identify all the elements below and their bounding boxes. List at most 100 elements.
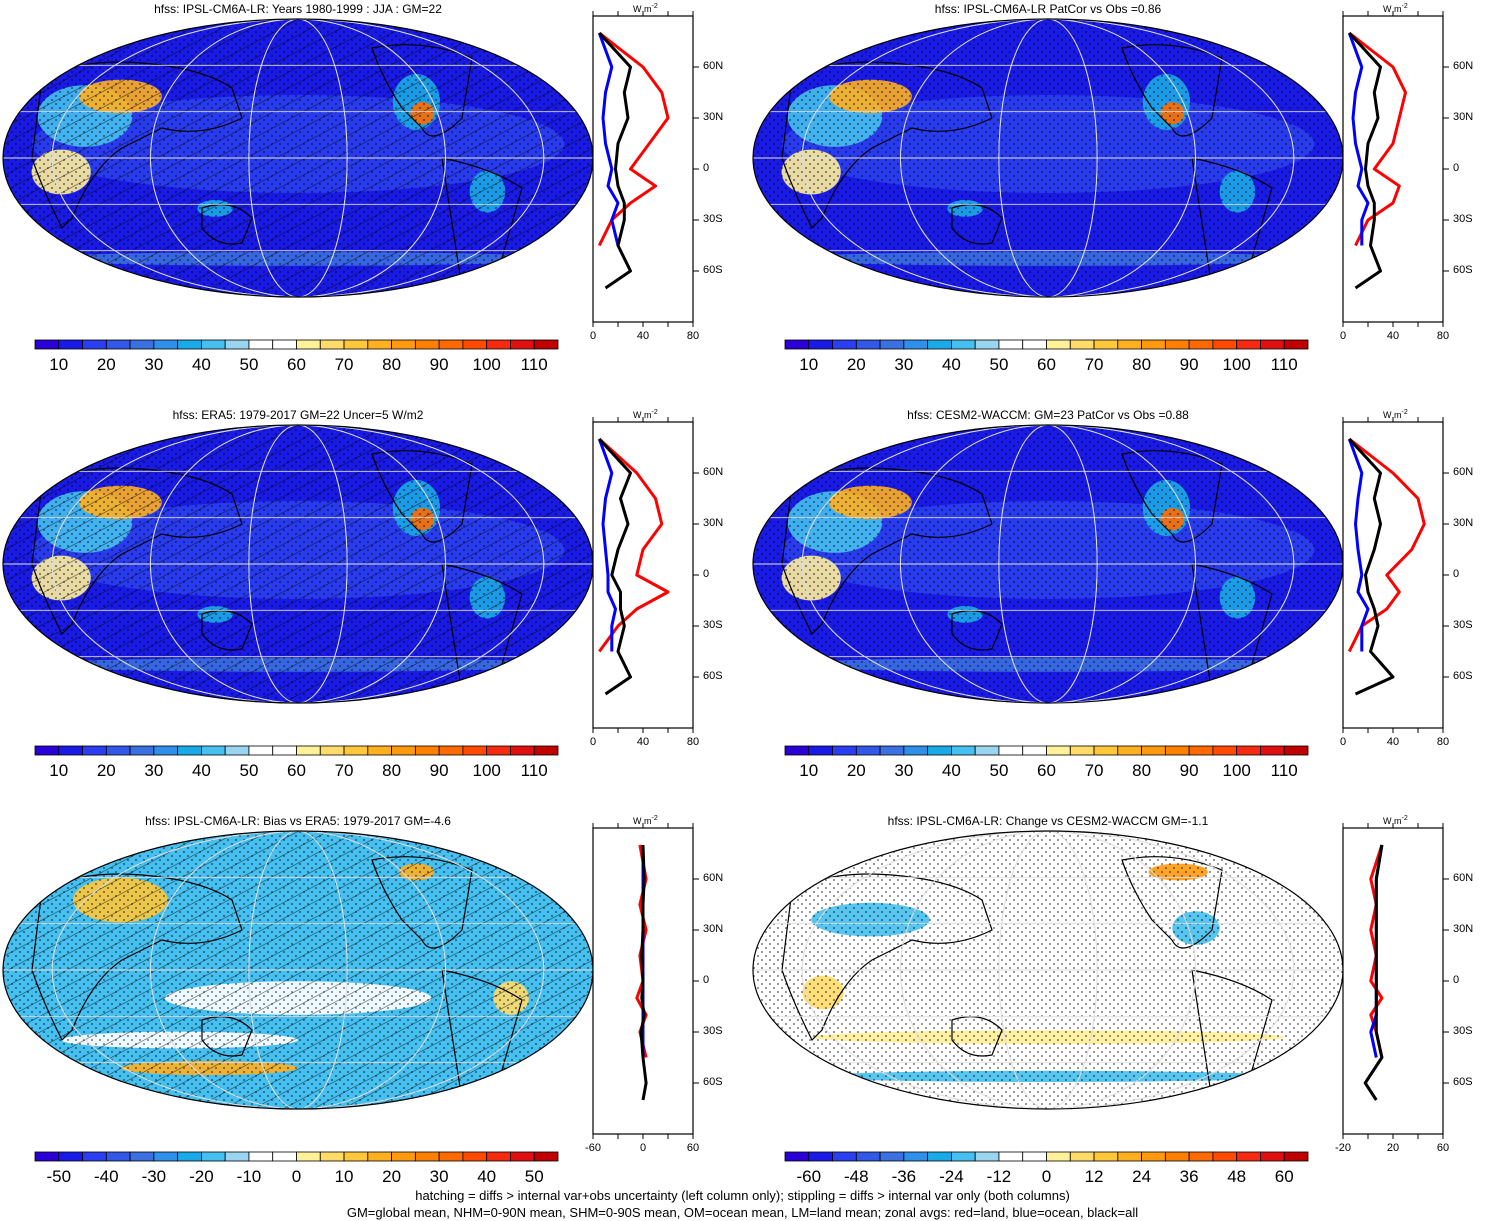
colorbar-swatch [58,339,83,350]
zonal-lat-label: 60N [1453,60,1474,72]
zonal-lat-label: 30N [1453,923,1474,935]
colorbar-swatch [224,1151,250,1162]
zonal-x-tick-label: 0 [589,736,597,748]
colorbar-swatch [533,339,559,350]
zonal-lat-label: 30S [703,1025,723,1037]
colorbar-label: -20 [189,1167,214,1186]
zonal-lat-label: 0 [703,568,710,580]
zonal-unit-label: W m-2 [633,3,658,14]
colorbar-label: 100 [472,355,501,374]
colorbar-swatch [903,745,929,756]
colorbar-swatch [974,1151,1000,1162]
colorbar-label: -30 [141,1167,167,1186]
colorbar-label: 30 [894,761,914,780]
colorbar-swatch [879,1151,905,1162]
colorbar-label: 90 [429,761,449,780]
colorbar-swatch [343,1151,369,1162]
colorbar-swatch [486,1151,511,1162]
colorbar-swatch [784,1151,810,1162]
colorbar-swatch [998,339,1024,350]
colorbar-swatch [462,745,488,756]
colorbar-label: 10 [799,761,819,780]
colorbar-swatch [855,1151,881,1162]
colorbar-swatch [462,1151,488,1162]
colorbar-swatch [414,745,440,756]
zonal-lat-label: 60S [703,670,723,682]
colorbar-swatch [1236,339,1261,350]
colorbar-label: 20 [96,355,116,374]
panel-1: hfss: IPSL-CM6A-LR: Years 1980-1999 : JJ… [0,0,745,400]
colorbar-label: 60 [287,761,306,780]
colorbar-label: 80 [1132,761,1152,780]
zonal-lat-label: 60S [703,264,723,276]
colorbar-swatch [1141,745,1166,756]
unit-exponent: -2 [1401,409,1408,416]
zonal-mean-plot [1342,11,1449,327]
panel-title: hfss: IPSL-CM6A-LR: Bias vs ERA5: 1979-2… [145,814,451,828]
colorbar-label: 50 [239,761,259,780]
colorbar-swatch [438,1151,464,1162]
colorbar-label: 70 [334,761,354,780]
colorbar-swatch [105,745,131,756]
panel-6: hfss: IPSL-CM6A-LR: Change vs CESM2-WACC… [750,812,1485,1212]
colorbar-swatch [1069,745,1095,756]
colorbar-swatch [201,1151,226,1162]
zonal-series-all [1348,31,1382,290]
zonal-lat-label: 0 [703,974,710,986]
colorbar-swatch [1212,745,1238,756]
colorbar-label: 110 [520,761,548,780]
zonal-lat-label: 0 [703,162,710,174]
colorbar-swatch [82,339,107,350]
zonal-unit-label: W m-2 [1383,3,1408,14]
colorbar-swatch [367,339,392,350]
colorbar-label: 40 [191,761,211,780]
colorbar-label: 10 [334,1167,354,1186]
zonal-mean-plot [592,11,699,327]
colorbar-swatch [1260,1151,1285,1162]
colorbar-label: 10 [49,355,69,374]
colorbar-swatch [1046,339,1071,350]
colorbar-label: -48 [844,1167,869,1186]
zonal-unit-label: W m-2 [1383,409,1408,420]
colorbar-swatch [1069,339,1095,350]
colorbar-swatch [177,339,202,350]
colorbar-label: -10 [236,1167,262,1186]
colorbar-label: -12 [986,1167,1012,1186]
zonal-lat-label: 30S [1453,213,1473,225]
colorbar-swatch [201,745,226,756]
colorbar-swatch [879,339,905,350]
unit-text: W m [633,816,652,826]
colorbar-swatch [105,1151,131,1162]
zonal-series-all [1363,844,1384,1101]
colorbar-label: 48 [1227,1167,1247,1186]
colorbar-swatch [1046,1151,1071,1162]
panel-title: hfss: IPSL-CM6A-LR PatCor vs Obs =0.86 [934,2,1162,16]
colorbar-swatch [177,745,202,756]
colorbar-swatch [855,745,881,756]
colorbar-label: 50 [239,355,259,374]
panel-title: hfss: CESM2-WACCM: GM=23 PatCor vs Obs =… [907,408,1189,422]
colorbar-swatch [272,745,297,756]
zonal-lat-label: 30N [1453,111,1474,123]
zonal-unit-label: W m-2 [1383,815,1408,826]
colorbar-swatch [153,339,179,350]
colorbar-label: 110 [1270,355,1298,374]
zonal-lat-label: 30S [1453,1025,1473,1037]
colorbar-swatch [974,745,1000,756]
colorbar-label: 80 [382,355,402,374]
colorbar-label: 20 [96,761,116,780]
colorbar-swatch [1069,1151,1095,1162]
zonal-lat-label: 60N [1453,466,1474,478]
colorbar-label: 40 [941,355,961,374]
colorbar-swatch [343,339,369,350]
colorbar-swatch [1022,1151,1047,1162]
unit-exponent: -2 [1401,815,1408,822]
colorbar-swatch [272,339,297,350]
colorbar-swatch [391,339,416,350]
colorbar-label: -24 [939,1167,964,1186]
zonal-mean-plot [592,417,699,733]
colorbar-label: 20 [846,761,866,780]
colorbar [34,1151,559,1162]
colorbar-swatch [34,745,60,756]
colorbar-swatch [224,339,250,350]
